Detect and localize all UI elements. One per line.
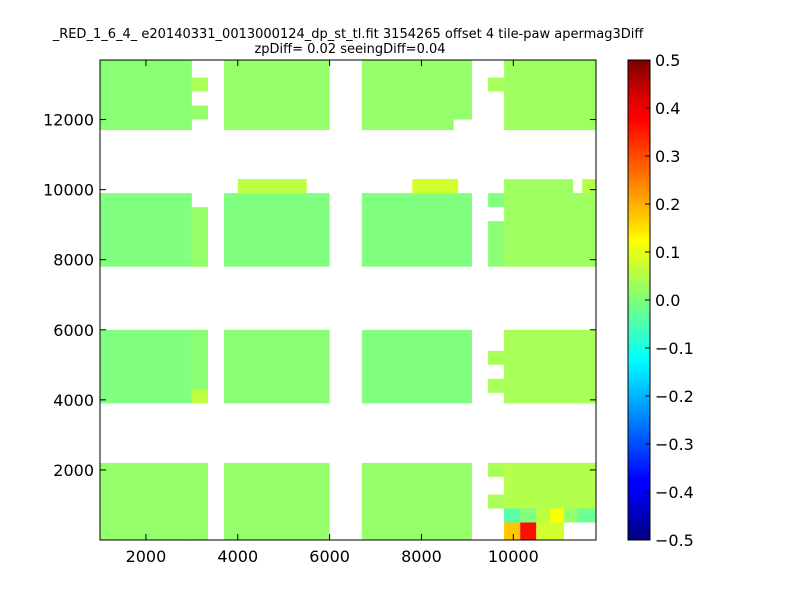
heatmap-cell	[191, 329, 208, 390]
heatmap-cell	[237, 179, 307, 194]
colorbar-tick-label: −0.3	[655, 435, 694, 454]
colorbar-tick-label: 0.4	[655, 99, 680, 118]
chart-title-line2: zpDiff= 0.02 seeingDiff=0.04	[254, 42, 445, 57]
colorbar-tick-label: 0.0	[655, 291, 680, 310]
heatmap-cell	[536, 522, 564, 540]
plot-frame	[99, 59, 597, 541]
colorbar-tick-label: 0.5	[655, 51, 680, 70]
heatmap-cell	[504, 179, 573, 267]
heatmap-cell	[224, 193, 330, 267]
heatmap-cell	[488, 494, 505, 509]
x-tick-label: 8000	[401, 547, 442, 566]
heatmap-cell	[504, 329, 596, 404]
heatmap-cell	[504, 522, 521, 540]
heatmap-cell	[191, 389, 208, 404]
heatmap-cell	[520, 522, 537, 540]
y-tick-label: 4000	[53, 391, 94, 410]
heatmap-cell	[100, 60, 192, 131]
y-tick-label: 8000	[53, 251, 94, 270]
colorbar-tick-label: −0.2	[655, 387, 694, 406]
heatmap-cell	[582, 179, 596, 194]
colorbar-tick-label: −0.4	[655, 483, 694, 502]
heatmap-cell	[191, 207, 208, 267]
heatmap-cell	[191, 105, 208, 120]
y-tick-label: 6000	[53, 321, 94, 340]
colorbar-tick-label: 0.3	[655, 147, 680, 166]
colorbar-tick-label: −0.1	[655, 339, 694, 358]
y-tick-label: 10000	[43, 181, 94, 200]
heatmap-cell	[488, 462, 505, 477]
heatmap-cell	[488, 378, 505, 393]
heatmap-cell	[488, 350, 505, 365]
heatmap-cell	[573, 193, 596, 267]
heatmap-cell	[361, 462, 472, 540]
heatmap-cell	[488, 193, 505, 208]
heatmap-cell	[488, 77, 505, 92]
heatmap-cell	[412, 179, 459, 194]
heatmap-cell	[224, 462, 330, 540]
heatmap-cell	[361, 329, 472, 404]
heatmap-cell	[361, 60, 472, 120]
heatmap-cell	[100, 329, 192, 404]
heatmap-cell	[100, 462, 192, 540]
x-tick-label: 10000	[488, 547, 539, 566]
y-tick-label: 12000	[43, 111, 94, 130]
y-axis: 2000 4000 6000 8000 10000 12000	[43, 111, 596, 480]
y-tick-label: 2000	[53, 461, 94, 480]
heatmap-cell	[224, 60, 330, 131]
colorbar-tick-label: −0.5	[655, 531, 694, 550]
colorbar-tick-label: 0.1	[655, 243, 680, 262]
heatmap-cell	[563, 508, 578, 523]
colorbar-tick-label: 0.2	[655, 195, 680, 214]
x-tick-label: 2000	[126, 547, 167, 566]
heatmap-cell	[504, 508, 521, 523]
heatmap-cell	[488, 221, 505, 267]
heatmap-cell	[191, 77, 208, 92]
heatmap-cell	[191, 462, 208, 540]
heatmap-cell	[504, 60, 596, 131]
heatmap-cell	[361, 119, 454, 131]
colorbar-ticks: 0.5 0.4 0.3 0.2 0.1 0.0 −0.1 −0.2 −0.3 −0.4 −0.5	[645, 51, 694, 550]
heatmap-cell	[577, 508, 596, 523]
heatmap-cell	[224, 329, 330, 404]
x-axis: 2000 4000 6000 8000 10000	[126, 60, 539, 566]
heatmap-cell	[520, 508, 537, 523]
heatmap-cell	[361, 193, 472, 267]
chart-title-line1: _RED_1_6_4_ e20140331_0013000124_dp_st_t…	[52, 27, 645, 42]
heatmap-cells	[100, 60, 596, 540]
x-tick-label: 6000	[309, 547, 350, 566]
x-tick-label: 4000	[217, 547, 258, 566]
heatmap-cell	[100, 193, 192, 267]
heatmap-cell	[550, 508, 564, 523]
